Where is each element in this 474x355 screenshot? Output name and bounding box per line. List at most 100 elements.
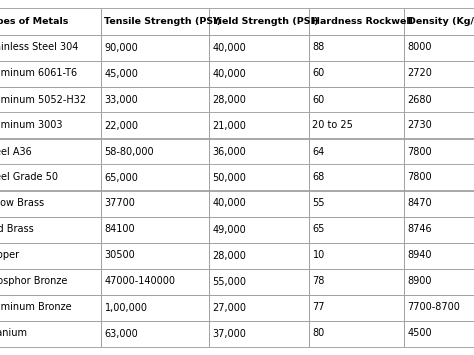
Text: 65: 65: [312, 224, 325, 235]
Bar: [100, 321, 209, 346]
Bar: [100, 217, 209, 242]
Text: Yield Strength (PSI): Yield Strength (PSI): [212, 17, 319, 26]
Bar: [309, 9, 403, 34]
Text: 78: 78: [312, 277, 325, 286]
Text: Steel Grade 50: Steel Grade 50: [0, 173, 57, 182]
Text: 64: 64: [312, 147, 325, 157]
Bar: [0, 191, 100, 217]
Text: 90,000: 90,000: [104, 43, 138, 53]
Text: 27,000: 27,000: [212, 302, 246, 312]
Bar: [403, 164, 474, 191]
Bar: [309, 295, 403, 321]
Text: 40,000: 40,000: [212, 198, 246, 208]
Text: 20 to 25: 20 to 25: [312, 120, 354, 131]
Bar: [100, 9, 209, 34]
Text: 8900: 8900: [408, 277, 432, 286]
Bar: [100, 295, 209, 321]
Text: Aluminum 3003: Aluminum 3003: [0, 120, 62, 131]
Bar: [403, 217, 474, 242]
Text: Stainless Steel 304: Stainless Steel 304: [0, 43, 78, 53]
Bar: [209, 9, 309, 34]
Text: 8940: 8940: [408, 251, 432, 261]
Bar: [100, 113, 209, 138]
Text: 60: 60: [312, 69, 325, 78]
Bar: [209, 217, 309, 242]
Text: 88: 88: [312, 43, 325, 53]
Bar: [209, 191, 309, 217]
Bar: [403, 268, 474, 295]
Text: 28,000: 28,000: [212, 251, 246, 261]
Text: Yellow Brass: Yellow Brass: [0, 198, 45, 208]
Bar: [309, 164, 403, 191]
Text: 21,000: 21,000: [212, 120, 246, 131]
Text: 7800: 7800: [408, 147, 432, 157]
Text: 22,000: 22,000: [104, 120, 138, 131]
Text: 80: 80: [312, 328, 325, 339]
Bar: [209, 34, 309, 60]
Bar: [0, 268, 100, 295]
Bar: [0, 113, 100, 138]
Bar: [209, 242, 309, 268]
Text: 10: 10: [312, 251, 325, 261]
Text: 30500: 30500: [104, 251, 135, 261]
Bar: [403, 138, 474, 164]
Text: 84100: 84100: [104, 224, 135, 235]
Bar: [209, 60, 309, 87]
Text: 36,000: 36,000: [212, 147, 246, 157]
Text: 58-80,000: 58-80,000: [104, 147, 154, 157]
Bar: [309, 217, 403, 242]
Text: 55,000: 55,000: [212, 277, 246, 286]
Bar: [403, 242, 474, 268]
Text: Copper: Copper: [0, 251, 19, 261]
Text: Steel A36: Steel A36: [0, 147, 31, 157]
Bar: [0, 164, 100, 191]
Bar: [309, 191, 403, 217]
Bar: [309, 34, 403, 60]
Bar: [309, 242, 403, 268]
Text: 49,000: 49,000: [212, 224, 246, 235]
Text: Aluminum Bronze: Aluminum Bronze: [0, 302, 71, 312]
Bar: [309, 321, 403, 346]
Text: 40,000: 40,000: [212, 43, 246, 53]
Text: 63,000: 63,000: [104, 328, 138, 339]
Text: Red Brass: Red Brass: [0, 224, 33, 235]
Bar: [0, 242, 100, 268]
Text: 45,000: 45,000: [104, 69, 138, 78]
Bar: [209, 87, 309, 113]
Bar: [403, 87, 474, 113]
Text: 8470: 8470: [408, 198, 432, 208]
Bar: [403, 295, 474, 321]
Bar: [209, 164, 309, 191]
Bar: [100, 191, 209, 217]
Text: Titanium: Titanium: [0, 328, 27, 339]
Bar: [309, 60, 403, 87]
Text: 50,000: 50,000: [212, 173, 246, 182]
Bar: [100, 242, 209, 268]
Text: Types of Metals: Types of Metals: [0, 17, 68, 26]
Text: 68: 68: [312, 173, 325, 182]
Bar: [100, 268, 209, 295]
Bar: [100, 138, 209, 164]
Text: 65,000: 65,000: [104, 173, 138, 182]
Bar: [0, 138, 100, 164]
Bar: [0, 9, 100, 34]
Bar: [309, 113, 403, 138]
Text: 4500: 4500: [408, 328, 432, 339]
Bar: [309, 138, 403, 164]
Text: 37,000: 37,000: [212, 328, 246, 339]
Bar: [0, 295, 100, 321]
Text: 55: 55: [312, 198, 325, 208]
Text: 8000: 8000: [408, 43, 432, 53]
Text: 7800: 7800: [408, 173, 432, 182]
Bar: [209, 321, 309, 346]
Text: 33,000: 33,000: [104, 94, 138, 104]
Text: 60: 60: [312, 94, 325, 104]
Text: 37700: 37700: [104, 198, 136, 208]
Bar: [309, 87, 403, 113]
Text: Phosphor Bronze: Phosphor Bronze: [0, 277, 67, 286]
Bar: [209, 138, 309, 164]
Text: 2720: 2720: [408, 69, 432, 78]
Text: 47000-140000: 47000-140000: [104, 277, 175, 286]
Bar: [403, 9, 474, 34]
Text: 77: 77: [312, 302, 325, 312]
